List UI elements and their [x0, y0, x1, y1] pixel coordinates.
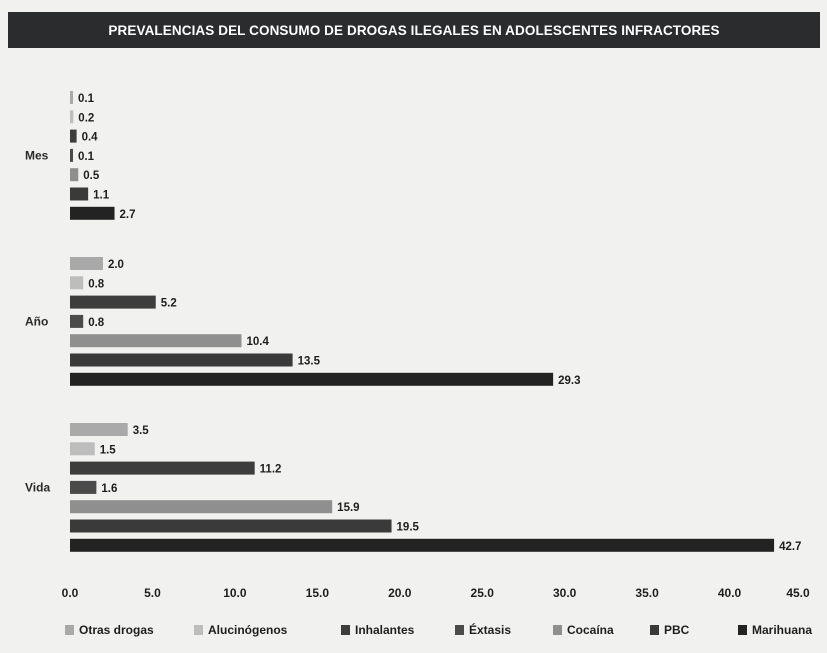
bar-ano-inhalantes: [70, 295, 156, 309]
value-label: 0.1: [78, 93, 95, 105]
bar-mes-pbc: [70, 187, 89, 201]
bar-ano-pbc: [70, 353, 293, 367]
legend-label: Cocaína: [567, 623, 614, 637]
bar-ano-marihuana: [70, 372, 554, 386]
bar-mes-otras-drogas: [70, 91, 73, 104]
x-tick-label: 15.0: [306, 586, 330, 600]
x-tick-label: 10.0: [223, 586, 247, 600]
bar-vida-extasis: [70, 480, 97, 494]
legend-label: Marihuana: [752, 623, 812, 637]
value-label: 1.5: [100, 444, 117, 456]
value-label: 0.8: [88, 278, 105, 290]
value-label: 5.2: [161, 298, 177, 310]
x-tick-label: 0.0: [62, 586, 79, 600]
value-label: 0.8: [88, 317, 105, 329]
bar-ano-extasis: [70, 314, 84, 328]
bar-vida-otras-drogas: [70, 423, 128, 436]
value-label: 15.9: [337, 502, 359, 514]
chart-title-bar: PREVALENCIAS DEL CONSUMO DE DROGAS ILEGA…: [8, 12, 820, 48]
value-label: 0.4: [82, 132, 99, 144]
bar-vida-inhalantes: [70, 461, 255, 475]
bar-vida-cocaina: [70, 500, 333, 514]
value-label: 0.1: [78, 151, 95, 163]
chart-title: PREVALENCIAS DEL CONSUMO DE DROGAS ILEGA…: [108, 22, 720, 38]
category-label: Mes: [25, 148, 49, 162]
value-label: 0.5: [83, 170, 100, 182]
value-label: 0.2: [78, 112, 94, 124]
value-label: 42.7: [779, 541, 801, 553]
bar-mes-extasis: [70, 148, 73, 162]
legend-swatch: [650, 625, 659, 635]
legend-label: Inhalantes: [355, 623, 415, 637]
x-tick-label: 35.0: [635, 586, 659, 600]
legend-swatch: [65, 625, 74, 635]
bar-vida-pbc: [70, 519, 392, 533]
bar-vida-alucinogenos: [70, 442, 95, 456]
x-tick-label: 45.0: [786, 586, 810, 600]
x-tick-label: 30.0: [553, 586, 577, 600]
legend-label: Otras drogas: [79, 623, 154, 637]
value-label: 29.3: [558, 375, 580, 387]
value-label: 2.0: [108, 259, 124, 271]
bar-vida-marihuana: [70, 538, 775, 552]
bar-ano-cocaina: [70, 334, 242, 348]
bar-ano-otras-drogas: [70, 257, 103, 270]
value-label: 1.1: [93, 190, 110, 202]
value-label: 19.5: [397, 522, 420, 534]
legend-swatch: [455, 625, 464, 635]
bar-mes-marihuana: [70, 206, 115, 220]
legend-label: Alucinógenos: [208, 623, 288, 637]
value-label: 13.5: [298, 356, 321, 368]
x-tick-label: 25.0: [471, 586, 495, 600]
bar-ano-alucinogenos: [70, 276, 84, 290]
legend-swatch: [553, 625, 562, 635]
bar-mes-alucinogenos: [70, 110, 74, 124]
x-tick-label: 20.0: [388, 586, 412, 600]
legend-swatch: [341, 625, 350, 635]
value-label: 3.5: [133, 425, 150, 437]
legend-label: Éxtasis: [469, 622, 511, 637]
value-label: 10.4: [246, 336, 269, 348]
value-label: 2.7: [120, 209, 136, 221]
bar-mes-cocaina: [70, 168, 79, 182]
x-tick-label: 5.0: [144, 586, 161, 600]
category-label: Vida: [25, 480, 50, 494]
legend-swatch: [194, 625, 203, 635]
value-label: 1.6: [101, 483, 117, 495]
category-label: Año: [25, 314, 48, 328]
legend-swatch: [738, 625, 747, 635]
legend-label: PBC: [664, 623, 690, 637]
value-label: 11.2: [260, 464, 282, 476]
x-tick-label: 40.0: [718, 586, 742, 600]
bar-mes-inhalantes: [70, 129, 77, 143]
